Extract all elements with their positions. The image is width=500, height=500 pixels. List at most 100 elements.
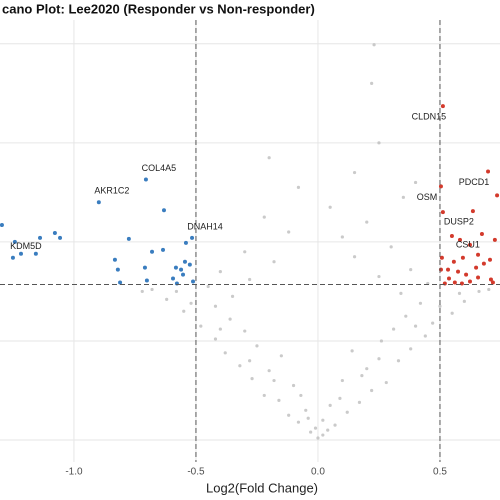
- point: [96, 200, 101, 205]
- point: [223, 351, 227, 355]
- point: [304, 408, 308, 412]
- point: [213, 337, 218, 341]
- point: [451, 259, 456, 264]
- point: [377, 357, 381, 361]
- point: [340, 378, 344, 383]
- point: [18, 251, 23, 256]
- point: [333, 423, 337, 427]
- point: [248, 359, 252, 363]
- point: [267, 369, 271, 373]
- point: [143, 177, 148, 182]
- point: [457, 237, 462, 242]
- point: [267, 156, 271, 160]
- point: [174, 289, 179, 294]
- point: [191, 279, 196, 284]
- point: [279, 354, 283, 358]
- point: [118, 280, 123, 285]
- point: [12, 239, 17, 244]
- point: [213, 304, 218, 308]
- point: [187, 262, 192, 267]
- point: [316, 436, 320, 440]
- point: [360, 374, 364, 378]
- point: [299, 393, 303, 398]
- point: [181, 272, 186, 277]
- point: [255, 344, 259, 348]
- point: [144, 278, 149, 283]
- point: [357, 400, 362, 404]
- point: [182, 259, 187, 264]
- point: [377, 141, 381, 145]
- point: [183, 240, 188, 245]
- point: [230, 294, 235, 298]
- point-label: CLDN15: [412, 112, 447, 122]
- point: [287, 413, 291, 417]
- point-label: DNAH14: [187, 221, 223, 231]
- point: [379, 339, 384, 343]
- point: [338, 396, 342, 401]
- point: [365, 367, 369, 371]
- point: [476, 252, 481, 257]
- point: [460, 255, 465, 260]
- point: [487, 257, 492, 262]
- point: [384, 380, 388, 385]
- point: [488, 277, 493, 282]
- point-label: PDCD1: [459, 177, 490, 187]
- point: [161, 247, 166, 252]
- point: [486, 169, 491, 174]
- point: [262, 215, 266, 219]
- chart-title: cano Plot: Lee2020 (Responder vs Non-res…: [2, 1, 315, 16]
- point-label: KDM5D: [10, 241, 42, 251]
- point: [467, 279, 472, 284]
- point: [58, 235, 63, 240]
- point: [126, 236, 131, 241]
- x-tick-label: -1.0: [65, 467, 83, 478]
- point: [446, 267, 451, 272]
- point: [142, 265, 147, 270]
- panel: [0, 20, 500, 462]
- point: [38, 235, 43, 240]
- point: [277, 398, 281, 402]
- point: [10, 255, 15, 260]
- point: [328, 403, 332, 407]
- point: [372, 43, 376, 47]
- point: [464, 272, 469, 277]
- point: [446, 276, 451, 281]
- point: [470, 209, 475, 214]
- point: [456, 269, 461, 274]
- point: [218, 327, 222, 331]
- point: [182, 309, 186, 313]
- point: [413, 180, 418, 185]
- point: [452, 280, 457, 285]
- point: [238, 364, 242, 368]
- point: [287, 230, 291, 234]
- point: [440, 210, 445, 215]
- point: [399, 291, 403, 296]
- point: [479, 231, 484, 236]
- point: [370, 388, 374, 393]
- point: [115, 267, 120, 272]
- point: [352, 255, 357, 259]
- point: [365, 220, 369, 224]
- x-tick-label: -0.5: [187, 467, 205, 478]
- point: [389, 245, 393, 249]
- point: [409, 268, 413, 272]
- point: [218, 270, 222, 274]
- point: [350, 349, 354, 353]
- point: [173, 265, 178, 270]
- point: [401, 195, 405, 199]
- point: [474, 265, 479, 270]
- point: [423, 334, 427, 338]
- point: [404, 314, 408, 318]
- point: [161, 208, 166, 213]
- point: [495, 193, 500, 198]
- point: [438, 184, 443, 189]
- point: [440, 104, 445, 109]
- point: [179, 267, 184, 272]
- point: [392, 327, 396, 331]
- point: [190, 235, 195, 240]
- point-label: OSM: [417, 192, 438, 202]
- x-axis-label: Log2(Fold Change): [206, 480, 318, 495]
- point: [490, 280, 495, 285]
- point: [243, 250, 247, 254]
